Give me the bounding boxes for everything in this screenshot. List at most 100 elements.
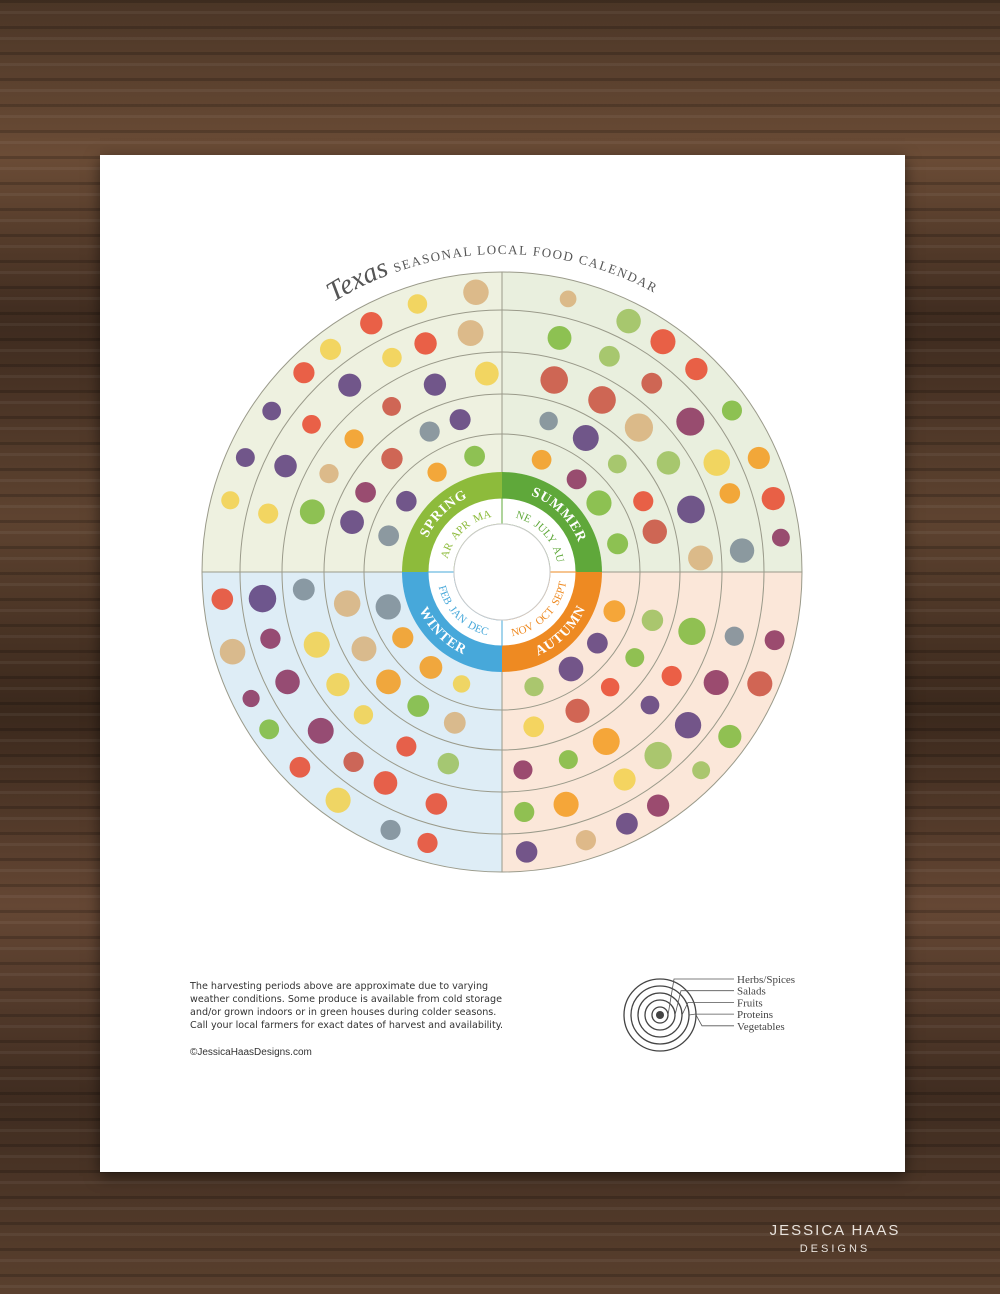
food-icon <box>747 671 773 697</box>
food-icon <box>325 787 351 813</box>
food-icon <box>729 538 755 563</box>
food-icon <box>674 711 702 739</box>
food-icon <box>242 689 260 708</box>
food-icon <box>513 760 533 780</box>
food-icon <box>524 676 544 697</box>
food-icon <box>423 373 447 396</box>
food-icon <box>598 345 620 367</box>
food-icon <box>326 672 350 697</box>
food-icon <box>419 655 443 679</box>
food-icon <box>719 483 741 504</box>
food-icon <box>449 409 471 431</box>
food-icon <box>340 510 364 535</box>
food-icon <box>259 719 280 740</box>
food-icon <box>338 373 362 397</box>
food-icon <box>275 669 300 695</box>
food-icon <box>474 361 499 386</box>
food-icon <box>381 447 403 470</box>
food-icon <box>299 499 325 525</box>
food-icon <box>692 761 711 780</box>
food-icon <box>642 519 667 544</box>
legend-label: Herbs/Spices <box>737 974 795 986</box>
food-icon <box>540 366 568 394</box>
food-icon <box>307 717 334 744</box>
food-icon <box>688 545 713 571</box>
food-icon <box>235 448 255 468</box>
legend-label: Fruits <box>737 997 763 1009</box>
food-icon <box>566 469 587 490</box>
food-icon <box>624 413 654 442</box>
food-icon <box>616 812 638 835</box>
season-band <box>402 572 502 672</box>
food-icon <box>302 414 321 434</box>
food-icon <box>407 294 428 314</box>
food-icon <box>607 533 629 555</box>
food-icon <box>703 669 729 696</box>
food-icon <box>378 525 400 547</box>
legend-leader <box>695 1014 734 1027</box>
food-icon <box>221 491 240 510</box>
food-icon <box>625 648 645 668</box>
note-line: Call your local farmers for exact dates … <box>190 1020 504 1031</box>
note: The harvesting periods above are approxi… <box>190 980 503 1032</box>
food-icon <box>452 675 471 693</box>
food-icon <box>373 771 398 795</box>
legend-label: Salads <box>737 986 766 998</box>
food-icon <box>761 487 785 511</box>
food-icon <box>572 425 599 452</box>
food-icon <box>443 711 466 734</box>
food-icon <box>396 736 417 757</box>
food-icon <box>641 372 663 394</box>
food-icon <box>721 400 743 421</box>
food-icon <box>258 503 279 524</box>
legend-label: Vegetables <box>737 1021 785 1033</box>
food-icon <box>515 841 538 863</box>
food-icon <box>650 329 676 355</box>
food-icon <box>392 627 414 649</box>
food-icon <box>558 750 578 770</box>
food-icon <box>353 705 374 725</box>
food-icon <box>343 751 364 773</box>
food-icon <box>248 584 277 613</box>
food-icon <box>633 491 654 512</box>
food-icon <box>640 695 660 715</box>
food-icon <box>656 451 681 475</box>
food-icon <box>747 446 770 470</box>
legend-label: Proteins <box>737 1009 773 1021</box>
food-icon <box>274 454 297 478</box>
food-icon <box>380 819 401 841</box>
food-icon <box>703 449 731 476</box>
food-icon <box>607 454 627 474</box>
food-icon <box>644 741 672 770</box>
food-icon <box>559 290 577 308</box>
food-icon <box>419 421 440 442</box>
food-icon <box>616 308 641 334</box>
food-icon <box>523 716 545 738</box>
food-icon <box>586 632 608 654</box>
food-icon <box>661 665 682 687</box>
center <box>453 523 551 621</box>
brand-sub: DESIGNS <box>799 1243 871 1255</box>
food-icon <box>319 338 342 360</box>
food-icon <box>303 631 330 658</box>
food-icon <box>553 791 579 817</box>
food-icon <box>565 698 590 723</box>
food-icon <box>292 578 315 601</box>
legend-leader <box>667 978 734 1016</box>
food-icon <box>678 617 706 646</box>
food-icon <box>588 386 616 414</box>
quadrant <box>502 572 802 872</box>
food-icon <box>646 794 670 817</box>
food-icon <box>677 495 705 524</box>
food-icon <box>463 279 489 305</box>
food-icon <box>531 449 552 470</box>
legend-leader <box>674 990 734 1016</box>
note-line: and/or grown indoors or in green houses … <box>190 1007 497 1018</box>
season-band <box>502 572 602 672</box>
food-icon <box>558 656 584 682</box>
food-icon <box>464 445 486 467</box>
food-icon <box>437 752 460 775</box>
food-icon <box>575 830 597 851</box>
food-icon <box>355 481 376 503</box>
